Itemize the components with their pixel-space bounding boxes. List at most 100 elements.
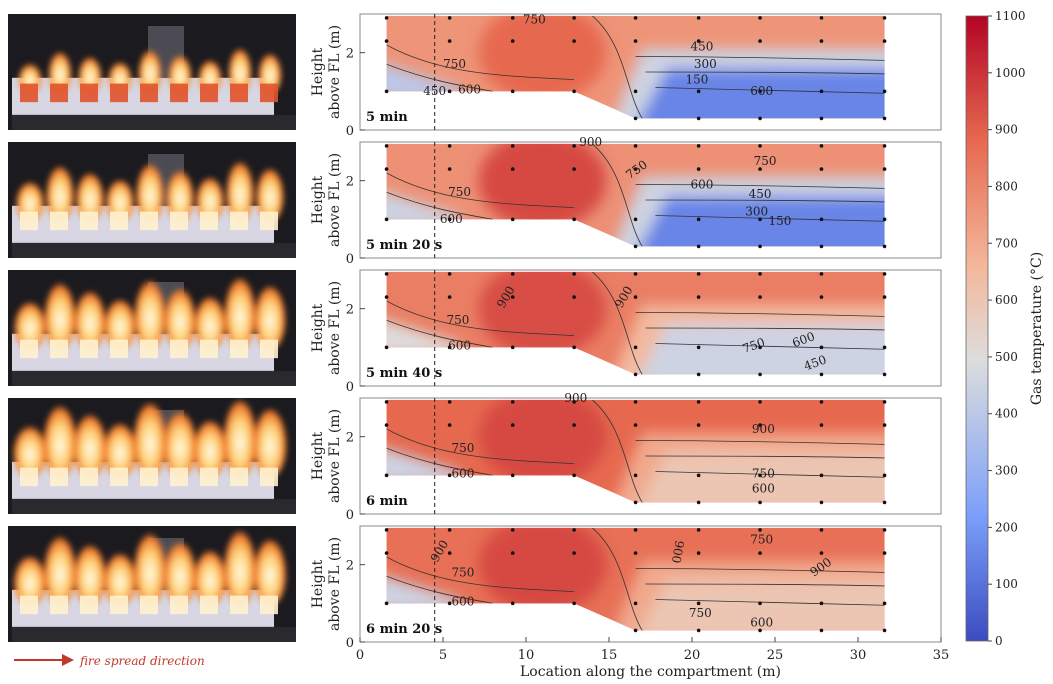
- sensor-point: [819, 400, 824, 404]
- sensor-point: [758, 500, 762, 505]
- window-opening: [140, 211, 158, 231]
- sensor-point: [819, 217, 824, 222]
- sensor-point: [758, 345, 762, 350]
- flame: [105, 174, 135, 222]
- flame: [163, 280, 197, 350]
- flame: [255, 161, 285, 222]
- flames: [12, 398, 288, 478]
- flame: [43, 274, 77, 350]
- window-opening: [20, 467, 38, 487]
- flame: [133, 526, 167, 606]
- region-low: [386, 312, 460, 356]
- sensor-point: [882, 39, 887, 43]
- contour-line: [645, 199, 885, 203]
- contour-label: 150: [686, 73, 709, 87]
- colorbar-tick-label: 1000: [995, 66, 1026, 80]
- window-opening: [140, 595, 158, 615]
- flame: [12, 419, 48, 478]
- window-opening: [200, 211, 218, 231]
- window-opening: [140, 339, 158, 359]
- sensor-point: [633, 89, 638, 94]
- y-tick-label: 2: [346, 175, 354, 190]
- window-opening: [230, 211, 248, 231]
- sensor-point: [882, 217, 887, 222]
- region-cool: [633, 452, 885, 503]
- fire-photo: [8, 398, 296, 514]
- window-opening: [50, 339, 68, 359]
- sensor-point: [447, 423, 452, 427]
- sensor-point: [572, 295, 576, 299]
- flame: [253, 277, 287, 350]
- sensor-point: [882, 345, 887, 350]
- contour-line: [655, 215, 885, 222]
- sensor-point: [819, 423, 824, 427]
- sensor-point: [633, 345, 638, 350]
- flame: [195, 171, 225, 222]
- sensor-point: [633, 500, 638, 505]
- flame: [193, 289, 227, 350]
- sensor-point: [572, 601, 576, 606]
- contour-label: 750: [451, 565, 474, 579]
- fire-photo: [8, 526, 296, 642]
- contour-line: [386, 300, 575, 337]
- sensor-point: [633, 244, 638, 249]
- contour-line: [386, 172, 575, 209]
- contour-label: 600: [451, 594, 474, 608]
- flame: [162, 403, 198, 478]
- contour-line: [592, 527, 643, 631]
- sensor-point: [696, 39, 701, 43]
- sensor-point: [882, 244, 887, 249]
- contour-line: [645, 583, 885, 587]
- x-tick-label: 10: [518, 648, 535, 663]
- contour-line: [645, 455, 885, 459]
- window-opening: [230, 595, 248, 615]
- contour-lines: [386, 527, 885, 631]
- y-axis-label: Heightabove FL (m): [310, 25, 343, 119]
- flame: [228, 42, 252, 94]
- contour-line: [592, 271, 643, 375]
- flame: [48, 46, 72, 94]
- flame: [103, 546, 137, 606]
- flame: [42, 398, 78, 478]
- contour-label: 900: [579, 135, 602, 149]
- sensor-point: [447, 400, 452, 404]
- sensor-point: [696, 551, 701, 555]
- colorbar-tick-label: 0: [995, 634, 1003, 648]
- sensor-point: [758, 244, 762, 249]
- window-opening: [110, 595, 128, 615]
- window-opening: [50, 595, 68, 615]
- panel-time-label: 6 min: [366, 494, 408, 509]
- y-tick-label: 2: [346, 47, 354, 62]
- contour-label: 900: [752, 422, 775, 436]
- sensor-point: [633, 372, 638, 377]
- window-opening: [200, 467, 218, 487]
- sensor-point: [758, 601, 762, 606]
- sensor-point: [510, 272, 515, 276]
- contour-line: [655, 471, 885, 478]
- sensor-point: [384, 601, 389, 606]
- window-opening: [200, 595, 218, 615]
- sensor-points: [384, 16, 887, 121]
- sensor-point: [572, 39, 576, 43]
- sensor-point: [819, 528, 824, 532]
- flame: [258, 48, 282, 94]
- fire-spread-legend: fire spread direction: [14, 654, 205, 668]
- window-opening: [20, 83, 38, 103]
- sensor-point: [572, 551, 576, 555]
- sensor-point: [633, 272, 638, 276]
- region-low: [386, 440, 460, 484]
- sensor-point: [510, 89, 515, 94]
- sensor-point: [882, 295, 887, 299]
- sensor-point: [384, 400, 389, 404]
- colorbar-tick-label: 1100: [995, 9, 1026, 23]
- window-opening: [110, 339, 128, 359]
- sensor-point: [384, 39, 389, 43]
- flame: [223, 270, 257, 350]
- contour-label: 300: [694, 57, 717, 71]
- region-cool: [633, 324, 885, 375]
- contour-label: 600: [451, 466, 474, 480]
- temperature-field: [386, 15, 885, 119]
